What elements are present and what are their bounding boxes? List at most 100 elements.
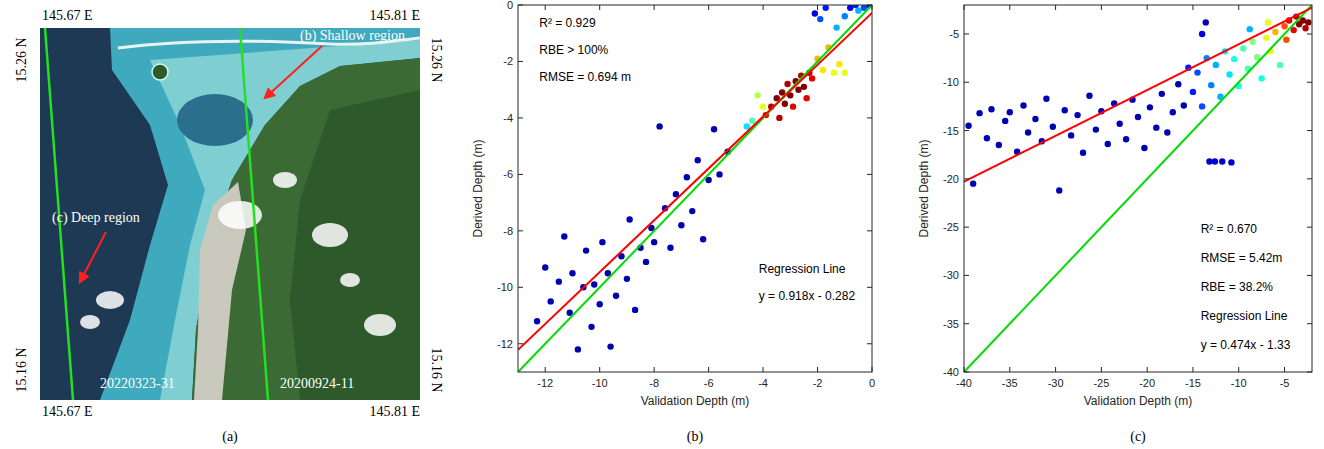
scatter-panel: -12-10-8-6-4-20-12-10-8-6-4-20Validation… bbox=[471, 0, 875, 445]
point bbox=[801, 84, 807, 90]
x-tick-label: -12 bbox=[537, 377, 553, 389]
plot-frame bbox=[518, 5, 872, 372]
point bbox=[569, 270, 575, 276]
y-tick-label: -10 bbox=[943, 76, 959, 88]
annotation: RMSE = 0.694 m bbox=[539, 70, 631, 84]
y-tick bbox=[964, 372, 969, 373]
y-tick-label: -35 bbox=[943, 318, 959, 330]
point bbox=[1007, 109, 1013, 115]
point bbox=[588, 324, 594, 330]
region-label: (b) Shallow region bbox=[300, 28, 405, 44]
point bbox=[1226, 71, 1232, 77]
point bbox=[1213, 62, 1219, 68]
point bbox=[1116, 121, 1122, 127]
lat-label: 15.16 N bbox=[429, 347, 444, 392]
point bbox=[1062, 107, 1068, 113]
x-tick-label: -4 bbox=[758, 377, 768, 389]
annotation: R² = 0.670 bbox=[1201, 222, 1258, 236]
y-tick-label: -2 bbox=[503, 55, 513, 67]
x-tick-label: -15 bbox=[1185, 377, 1201, 389]
panel-label: (c) bbox=[1130, 429, 1146, 445]
point bbox=[1135, 114, 1141, 120]
y-tick bbox=[1307, 275, 1312, 276]
point bbox=[1093, 126, 1099, 132]
y-tick-label: -5 bbox=[949, 28, 959, 40]
x-tick bbox=[872, 367, 873, 372]
point bbox=[1228, 159, 1234, 165]
point bbox=[613, 293, 619, 299]
x-tick bbox=[708, 367, 709, 372]
x-tick bbox=[872, 5, 873, 10]
point bbox=[1265, 19, 1271, 25]
x-tick bbox=[1284, 5, 1285, 10]
point bbox=[1153, 124, 1159, 130]
point bbox=[556, 278, 562, 284]
point bbox=[1181, 102, 1187, 108]
point bbox=[678, 222, 684, 228]
point bbox=[823, 5, 829, 11]
map-panel: (b) Shallow region(c) Deep region2022032… bbox=[14, 8, 444, 445]
point bbox=[842, 70, 848, 76]
x-tick-label: -40 bbox=[956, 377, 972, 389]
x-tick bbox=[545, 367, 546, 372]
point bbox=[711, 126, 717, 132]
x-tick bbox=[1055, 5, 1056, 10]
point bbox=[996, 142, 1002, 148]
point bbox=[749, 118, 755, 124]
cloud bbox=[364, 314, 396, 336]
region-label: (c) Deep region bbox=[52, 210, 140, 226]
x-tick bbox=[1192, 367, 1193, 372]
point bbox=[1020, 102, 1026, 108]
x-tick bbox=[817, 5, 818, 10]
cloud bbox=[312, 223, 348, 247]
x-axis-title: Validation Depth (m) bbox=[641, 394, 750, 408]
point bbox=[632, 307, 638, 313]
point bbox=[643, 259, 649, 265]
y-tick-label: -6 bbox=[503, 168, 513, 180]
y-tick-label: -8 bbox=[503, 225, 513, 237]
point bbox=[1206, 158, 1212, 164]
x-tick-label: -5 bbox=[1280, 377, 1290, 389]
x-tick bbox=[964, 5, 965, 10]
x-tick bbox=[654, 5, 655, 10]
point bbox=[1219, 158, 1225, 164]
x-tick-label: -10 bbox=[592, 377, 608, 389]
point bbox=[1025, 129, 1031, 135]
point bbox=[836, 61, 842, 67]
regression-line bbox=[964, 8, 1312, 182]
x-tick bbox=[1238, 367, 1239, 372]
point bbox=[1240, 45, 1246, 51]
point bbox=[1247, 26, 1253, 32]
x-tick bbox=[1238, 5, 1239, 10]
y-tick bbox=[964, 130, 969, 131]
point bbox=[534, 318, 540, 324]
point bbox=[1277, 62, 1283, 68]
deep-patch bbox=[177, 94, 253, 146]
x-tick bbox=[599, 5, 600, 10]
point bbox=[1199, 103, 1205, 109]
point bbox=[1203, 19, 1209, 25]
point bbox=[1050, 123, 1056, 129]
y-tick bbox=[518, 287, 523, 288]
y-tick bbox=[518, 61, 523, 62]
ocean bbox=[40, 28, 420, 400]
point bbox=[596, 301, 602, 307]
track-label: 20200924-11 bbox=[280, 376, 354, 391]
point bbox=[1141, 145, 1147, 151]
y-tick bbox=[964, 323, 969, 324]
x-tick bbox=[1101, 5, 1102, 10]
y-tick-label: -30 bbox=[943, 269, 959, 281]
x-tick-label: -25 bbox=[1093, 377, 1109, 389]
point bbox=[1074, 112, 1080, 118]
point bbox=[970, 180, 976, 186]
x-tick-label: -20 bbox=[1139, 377, 1155, 389]
y-tick bbox=[867, 343, 872, 344]
y-tick bbox=[1307, 227, 1312, 228]
point bbox=[1123, 136, 1129, 142]
y-tick bbox=[518, 117, 523, 118]
x-axis-title: Validation Depth (m) bbox=[1084, 394, 1193, 408]
point bbox=[1080, 150, 1086, 156]
lagoon-shallow bbox=[150, 40, 420, 400]
panel-label: (b) bbox=[687, 429, 704, 445]
y-tick-label: -20 bbox=[943, 173, 959, 185]
